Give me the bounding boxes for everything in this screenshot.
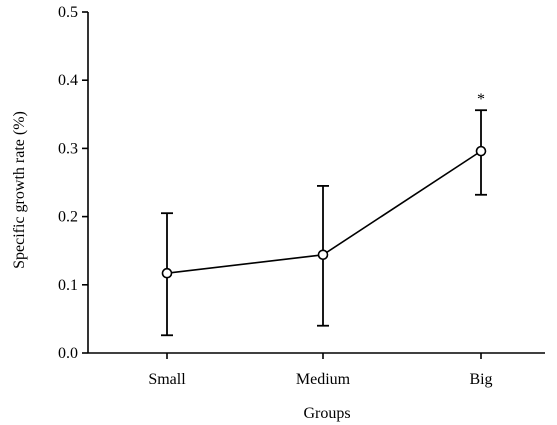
y-tick-label: 0.5 — [58, 4, 78, 21]
x-axis-title: Groups — [303, 405, 350, 422]
y-tick-label: 0.1 — [58, 277, 78, 294]
data-point-big — [475, 145, 487, 157]
y-tick-label: 0.0 — [58, 345, 78, 362]
significance-asterisk: * — [477, 91, 485, 108]
y-tick-label: 0.4 — [58, 72, 78, 89]
y-ticks: 0.0 0.1 0.2 0.3 0.4 0.5 — [58, 4, 88, 362]
x-ticks: Small Medium Big — [148, 353, 493, 388]
x-tick-label-big: Big — [469, 371, 492, 388]
series — [161, 109, 487, 337]
y-tick-label: 0.3 — [58, 140, 78, 157]
annotations: * — [477, 91, 485, 108]
y-tick-label: 0.2 — [58, 209, 78, 226]
data-point-small — [161, 267, 173, 279]
x-tick-label-small: Small — [148, 371, 186, 388]
y-axis-title: Specific growth rate (%) — [11, 111, 28, 269]
data-point-medium — [317, 249, 329, 261]
x-tick-label-medium: Medium — [296, 371, 351, 388]
